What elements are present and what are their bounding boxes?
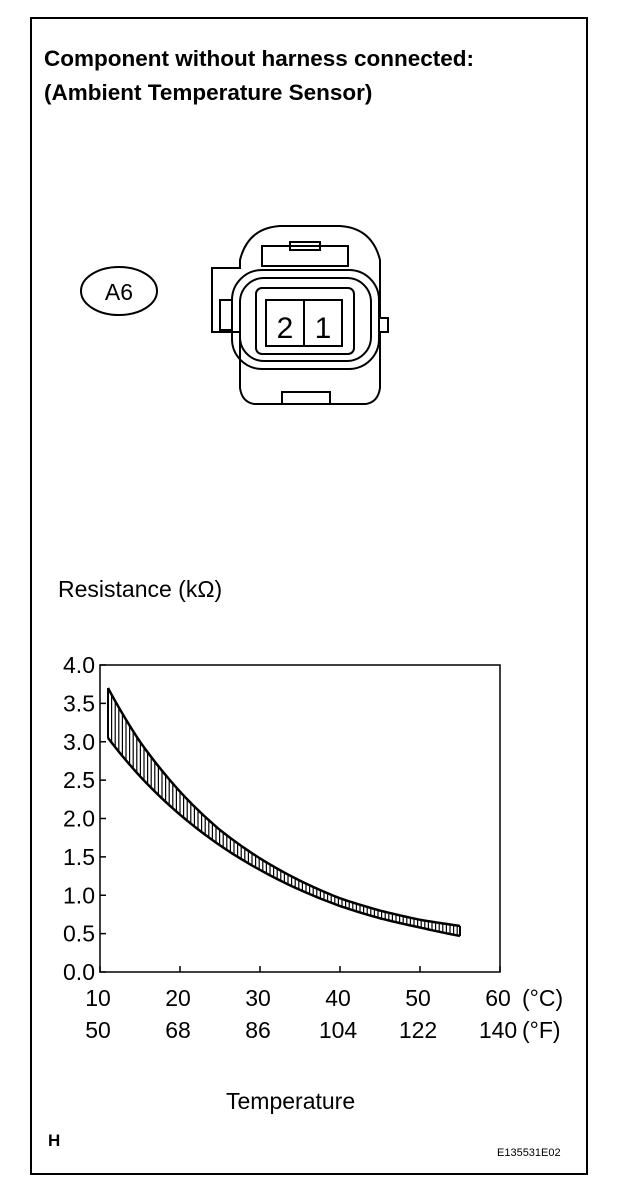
y-tick-label: 0.0	[63, 959, 95, 985]
y-tick-label: 2.0	[63, 806, 95, 832]
x-tick-label-celsius: 20	[165, 985, 191, 1011]
connector-id-badge: A6	[80, 266, 158, 316]
connector-pins: 2 1	[265, 299, 343, 347]
x-tick-label-fahrenheit: 68	[165, 1017, 191, 1043]
lower-limit-curve	[107, 737, 461, 938]
y-tick-label: 1.5	[63, 844, 95, 870]
y-axis-ticks: 0.0 0.5 1.0 1.5 2.0 2.5 3.0 3.5 4.0	[63, 652, 106, 985]
figure-code: E135531E02	[497, 1147, 561, 1159]
connector-id-label: A6	[105, 279, 133, 305]
tolerance-band-hatching	[107, 688, 461, 936]
x-tick-label-fahrenheit: 122	[399, 1017, 437, 1043]
x-tick-label-celsius: 60	[485, 985, 511, 1011]
title-line-1: Component without harness connected:	[44, 46, 475, 71]
x-unit-fahrenheit: (°F)	[522, 1017, 561, 1043]
plot-area	[99, 664, 501, 973]
x-tick-label-celsius: 50	[405, 985, 431, 1011]
pin-1-cell	[303, 299, 343, 347]
connector-housing	[211, 225, 389, 405]
y-tick-label: 4.0	[63, 652, 95, 678]
y-axis-label: Resistance (kΩ)	[58, 576, 223, 602]
diagram-frame	[30, 17, 588, 1175]
x-tick-label-celsius: 40	[325, 985, 351, 1011]
x-tick-label-fahrenheit: 50	[85, 1017, 111, 1043]
y-tick-label: 2.5	[63, 767, 95, 793]
pin-2-label: 2	[277, 312, 294, 345]
y-tick-label: 1.0	[63, 882, 95, 908]
x-axis-label: Temperature	[226, 1088, 356, 1114]
y-tick-label: 0.5	[63, 921, 95, 947]
x-tick-label-celsius: 30	[245, 985, 271, 1011]
footer-mark: H	[48, 1131, 61, 1150]
pin-1-label: 1	[315, 312, 332, 345]
upper-limit-curve	[106, 687, 461, 928]
title-line-2: (Ambient Temperature Sensor)	[44, 80, 373, 105]
y-tick-label: 3.0	[63, 729, 95, 755]
x-tick-label-fahrenheit: 140	[479, 1017, 517, 1043]
x-axis-ticks: 10 50 20 68 30 86 40 104 50 122 60 140	[85, 966, 517, 1043]
x-tick-label-celsius: 10	[85, 985, 111, 1011]
x-unit-celsius: (°C)	[522, 985, 563, 1011]
y-tick-label: 3.5	[63, 690, 95, 716]
x-tick-label-fahrenheit: 86	[245, 1017, 271, 1043]
x-tick-label-fahrenheit: 104	[319, 1017, 358, 1043]
